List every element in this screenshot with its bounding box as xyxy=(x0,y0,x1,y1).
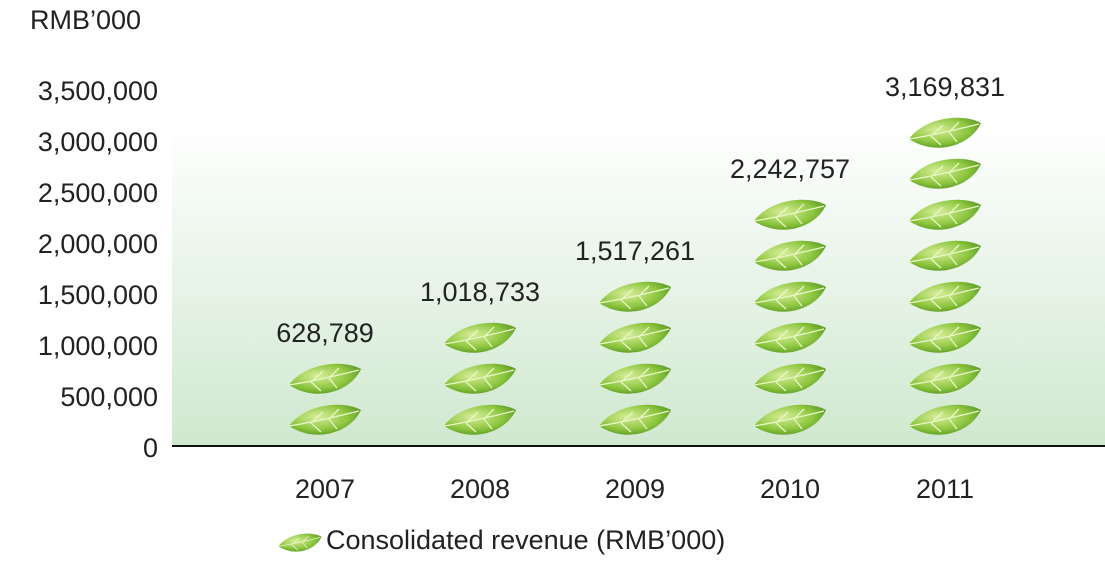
value-label: 2,242,757 xyxy=(730,154,850,184)
value-label: 1,018,733 xyxy=(420,277,540,307)
value-label: 628,789 xyxy=(276,318,374,348)
y-tick-label: 500,000 xyxy=(60,382,158,412)
y-tick-label: 1,000,000 xyxy=(38,331,158,361)
y-tick-label: 1,500,000 xyxy=(38,280,158,310)
x-tick-label: 2010 xyxy=(760,474,820,504)
x-tick-label: 2009 xyxy=(605,474,665,504)
y-tick-label: 2,000,000 xyxy=(38,229,158,259)
y-tick-label: 3,500,000 xyxy=(38,76,158,106)
leaf-column xyxy=(444,323,516,435)
legend-label: Consolidated revenue (RMB’000) xyxy=(326,525,725,555)
value-label: 3,169,831 xyxy=(885,72,1005,102)
y-tick-label: 2,500,000 xyxy=(38,178,158,208)
x-tick-label: 2011 xyxy=(916,474,974,504)
value-label: 1,517,261 xyxy=(575,236,695,266)
x-tick-label: 2007 xyxy=(295,474,355,504)
legend-icon xyxy=(278,534,321,552)
y-tick-label: 0 xyxy=(143,433,158,463)
chart: RMB’000 0 500,000 1,000,000 1,500,000 2,000,… xyxy=(0,0,1105,585)
y-axis-title: RMB’000 xyxy=(30,5,141,35)
x-tick-label: 2008 xyxy=(450,474,510,504)
y-tick-label: 3,000,000 xyxy=(38,127,158,157)
